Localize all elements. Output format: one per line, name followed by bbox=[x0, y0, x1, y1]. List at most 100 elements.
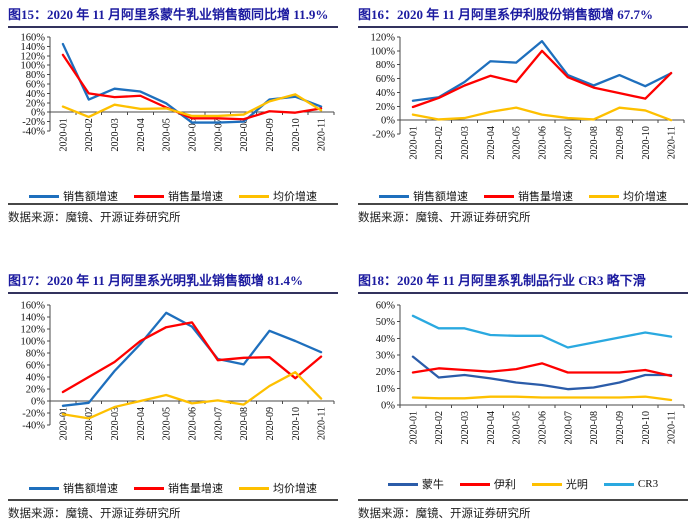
y-axis-label: 10% bbox=[376, 384, 396, 395]
x-axis-label: 2020-01 bbox=[58, 407, 69, 440]
legend-item: 伊利 bbox=[459, 476, 516, 492]
y-axis-label: 0% bbox=[381, 116, 395, 127]
chart-canvas: 0%10%20%30%40%50%60%2020-01 2020-02 2020-0… bbox=[376, 301, 685, 444]
y-axis-label: 20% bbox=[376, 367, 396, 378]
y-axis-label: 120% bbox=[21, 51, 46, 62]
legend-item: CR3 bbox=[603, 478, 659, 490]
x-axis-label: 2020-02 bbox=[434, 126, 445, 159]
legend-item: 销售量增速 bbox=[134, 480, 223, 496]
figure-15-chart-area: -40% -20% 0% 20% 40% 60% 80% 100% 120% 140% 160% 20… bbox=[8, 33, 338, 188]
y-axis-label: 100% bbox=[21, 61, 46, 72]
y-axis-label: 60% bbox=[376, 301, 396, 312]
legend-line-swatch bbox=[239, 194, 269, 198]
figure-18-legend: 蒙牛 伊利 光明 CR3 bbox=[358, 476, 688, 492]
source-text: 数据来源：魔镜、开源证券研究所 bbox=[8, 212, 181, 224]
figure-16-chart-area: -20% 0% 20% 40% 60% 80% 100% 120% 2020-01 2020-02… bbox=[358, 33, 688, 188]
series-line-3 bbox=[411, 314, 673, 349]
legend-line-swatch bbox=[134, 486, 164, 490]
y-axis-label: 30% bbox=[376, 351, 396, 362]
legend-label: 销售额增速 bbox=[63, 191, 118, 203]
source-block: 数据来源：魔镜、开源证券研究所 bbox=[358, 499, 688, 521]
x-axis-label: 2020-09 bbox=[265, 118, 276, 151]
y-axis-label: 100% bbox=[21, 337, 46, 348]
series-line-2 bbox=[61, 93, 323, 119]
legend-label: 均价增速 bbox=[273, 191, 317, 203]
x-axis-label: 2020-06 bbox=[538, 411, 549, 444]
x-axis-label: 2020-03 bbox=[110, 407, 121, 440]
legend-line-swatch bbox=[459, 482, 490, 486]
y-axis-label: 20% bbox=[376, 102, 396, 113]
chart-canvas: -20% 0% 20% 40% 60% 80% 100% 120% 2020-01 2020-02… bbox=[371, 33, 685, 159]
y-axis-label: 20% bbox=[26, 385, 46, 396]
figure-15-legend: 销售额增速 销售量增速 均价增速 bbox=[8, 188, 338, 204]
chart-canvas: -40%-20%0%20%40%60%80%100%120%140%160%20… bbox=[21, 301, 335, 440]
y-axis-label: 80% bbox=[376, 60, 396, 71]
source-text: 数据来源：魔镜、开源证券研究所 bbox=[358, 212, 531, 224]
source-text: 数据来源：魔镜、开源证券研究所 bbox=[358, 508, 531, 520]
x-axis-label: 2020-10 bbox=[291, 118, 302, 151]
x-axis-label: 2020-11 bbox=[667, 126, 678, 159]
x-axis-label: 2020-05 bbox=[512, 126, 523, 159]
x-axis-label: 2020-01 bbox=[408, 126, 419, 159]
y-axis-label: 120% bbox=[371, 33, 396, 44]
legend-label: 销售额增速 bbox=[63, 483, 118, 495]
legend-label: 伊利 bbox=[493, 479, 516, 491]
figure-17-panel: 图17：2020 年 11 月阿里系光明乳业销售额增 81.4% -40% -20… bbox=[0, 262, 350, 524]
legend-line-swatch bbox=[239, 486, 269, 490]
y-axis-label: 40% bbox=[26, 373, 46, 384]
series-line-0 bbox=[61, 311, 323, 407]
series-line-0 bbox=[411, 355, 673, 391]
y-axis-labels: 0% 10% 20% 30% 40% 50% 60% bbox=[376, 301, 396, 412]
x-axis-labels: 2020-01 2020-02 2020-03 2020-04 2020-05 2020-… bbox=[58, 118, 327, 151]
y-axis-label: 50% bbox=[376, 317, 396, 328]
x-axis-label: 2020-10 bbox=[291, 407, 302, 440]
legend-label: 销售额增速 bbox=[413, 191, 468, 203]
legend-label: 销售量增速 bbox=[168, 483, 223, 495]
x-axis-label: 2020-09 bbox=[615, 411, 626, 444]
x-axis-label: 2020-03 bbox=[110, 118, 121, 151]
x-axis-label: 2020-02 bbox=[84, 118, 95, 151]
y-axis-label: 140% bbox=[21, 42, 46, 53]
x-axis-label: 2020-08 bbox=[589, 411, 600, 444]
figure-18-panel: 图18：2020 年 11 月阿里系乳制品行业 CR3 略下滑 0% 10% 20%… bbox=[350, 262, 700, 524]
y-axis-label: 40% bbox=[376, 88, 396, 99]
x-axis-label: 2020-04 bbox=[136, 407, 147, 440]
title-underline bbox=[358, 26, 688, 28]
x-axis-label: 2020-08 bbox=[589, 126, 600, 159]
figure-15-panel: 图15：2020 年 11 月阿里系蒙牛乳业销售额同比增 11.9% -40% -… bbox=[0, 0, 350, 262]
x-axis-label: 2020-01 bbox=[408, 411, 419, 444]
legend-label: 蒙牛 bbox=[421, 479, 444, 491]
legend-item: 销售额增速 bbox=[29, 480, 118, 496]
axes bbox=[47, 304, 335, 426]
x-axis-label: 2020-02 bbox=[84, 407, 95, 440]
x-axis-labels: 2020-01 2020-02 2020-03 2020-04 2020-05 2020-… bbox=[58, 407, 327, 440]
legend-line-swatch bbox=[29, 486, 59, 490]
legend-line-swatch bbox=[484, 194, 514, 198]
legend-item: 销售量增速 bbox=[134, 188, 223, 204]
legend-line-swatch bbox=[379, 194, 409, 198]
x-axis-label: 2020-08 bbox=[239, 118, 250, 151]
legend-label: 均价增速 bbox=[623, 191, 667, 203]
figure-18-chart-area: 0% 10% 20% 30% 40% 50% 60% 2020-01 2020-02 2020-0… bbox=[358, 299, 688, 476]
series-line-1 bbox=[411, 362, 673, 377]
source-block: 数据来源：魔镜、开源证券研究所 bbox=[8, 203, 338, 225]
y-axis-label: 140% bbox=[21, 313, 46, 324]
x-axis-labels: 2020-01 2020-02 2020-03 2020-04 2020-05 2020-… bbox=[408, 126, 677, 159]
legend-label: 销售量增速 bbox=[518, 191, 573, 203]
series-line-2 bbox=[411, 395, 673, 402]
legend-label: 光明 bbox=[565, 479, 588, 491]
x-axis-label: 2020-03 bbox=[460, 411, 471, 444]
x-axis-label: 2020-04 bbox=[136, 118, 147, 151]
figure-18-title: 图18：2020 年 11 月阿里系乳制品行业 CR3 略下滑 bbox=[358, 273, 646, 288]
legend-line-swatch bbox=[387, 482, 418, 486]
legend-label: CR3 bbox=[637, 478, 659, 490]
x-axis-label: 2020-04 bbox=[486, 411, 497, 444]
y-axis-label: 160% bbox=[21, 33, 46, 44]
y-axis-labels: -40%-20%0%20%40%60%80%100%120%140%160% bbox=[21, 33, 46, 138]
legend-item: 均价增速 bbox=[239, 480, 317, 496]
legend-item: 均价增速 bbox=[239, 188, 317, 204]
axes bbox=[397, 36, 685, 135]
x-axis-label: 2020-08 bbox=[239, 407, 250, 440]
title-underline bbox=[358, 292, 688, 294]
